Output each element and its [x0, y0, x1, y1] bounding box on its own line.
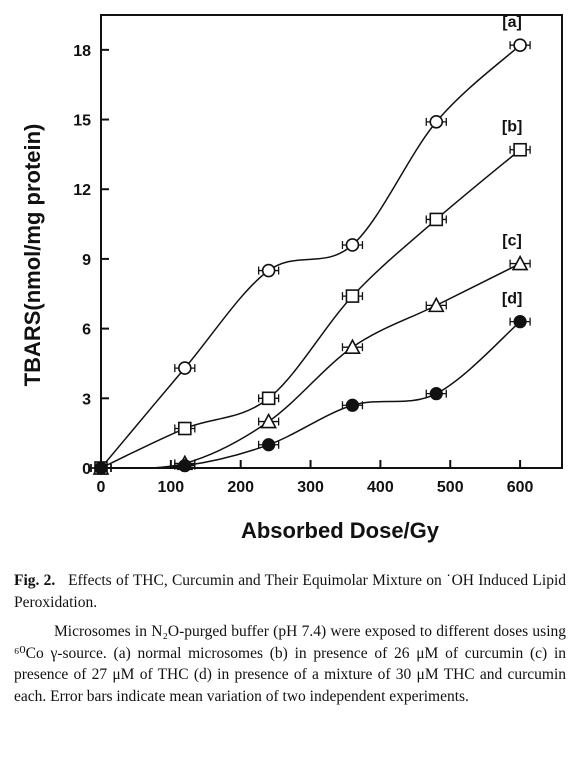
x-axis-label: Absorbed Dose/Gy	[241, 518, 440, 543]
x-tick-label: 0	[97, 479, 106, 496]
y-tick-label: 9	[82, 252, 91, 269]
series-label: [b]	[502, 119, 522, 136]
data-point	[345, 398, 360, 412]
series-b: [b]	[90, 119, 531, 475]
x-tick-label: 600	[507, 479, 534, 496]
series-label: [d]	[502, 291, 522, 308]
figure-title: Effects of THC, Curcumin and Their Equim…	[14, 572, 566, 611]
data-point	[345, 238, 360, 252]
plot-frame	[100, 14, 563, 469]
data-point	[429, 212, 444, 227]
x-tick-label: 100	[157, 479, 184, 496]
caption-body: Microsomes in N₂O-purged buffer (pH 7.4)…	[14, 623, 566, 705]
y-axis-label: TBARS(nmol/mg protein)	[20, 124, 45, 387]
data-point	[94, 461, 108, 475]
series-label: [c]	[502, 233, 522, 250]
data-point	[513, 142, 527, 157]
data-point	[178, 459, 192, 473]
data-point	[513, 315, 527, 329]
data-point	[344, 338, 361, 355]
data-point	[513, 38, 527, 53]
series-line	[100, 44, 521, 469]
series-line	[100, 149, 521, 469]
y-tick-label: 3	[82, 391, 91, 408]
y-tick-label: 15	[73, 113, 91, 130]
data-point	[345, 289, 360, 303]
y-tick-label: 18	[73, 43, 91, 60]
series-label: [a]	[502, 14, 522, 31]
data-point	[262, 438, 276, 452]
data-point	[429, 115, 444, 129]
data-point	[261, 263, 276, 278]
x-tick-label: 500	[437, 479, 464, 496]
plot-area: 0 100 200 300 400 500 600 0 3 6 9 12 15 18 [a] [b] [c] [d…	[73, 14, 563, 496]
data-point	[427, 296, 445, 313]
y-tick-label: 6	[82, 322, 91, 339]
data-point	[260, 412, 277, 429]
series-d: [d]	[90, 291, 531, 475]
series-line	[100, 262, 521, 470]
x-tick-label: 300	[297, 479, 324, 496]
figure-caption: Fig. 2. Effects of THC, Curcumin and The…	[14, 570, 566, 707]
series-a: [a]	[90, 14, 531, 475]
figure: 0 100 200 300 400 500 600 0 3 6 9 12 15 18 [a] [b] [c] [d…	[20, 14, 563, 543]
series-line	[100, 321, 521, 469]
data-point	[511, 254, 529, 271]
data-point	[261, 391, 276, 406]
x-tick-label: 400	[367, 479, 394, 496]
data-point	[429, 387, 443, 401]
caption-title-line: Fig. 2. Effects of THC, Curcumin and The…	[14, 570, 566, 613]
x-tick-label: 200	[227, 479, 254, 496]
figure-label: Fig. 2.	[14, 572, 56, 589]
series-c: [c]	[90, 233, 531, 475]
data-point	[178, 361, 192, 375]
y-tick-label: 12	[73, 182, 91, 199]
y-tick-label: 0	[82, 461, 91, 478]
data-point	[178, 421, 192, 436]
